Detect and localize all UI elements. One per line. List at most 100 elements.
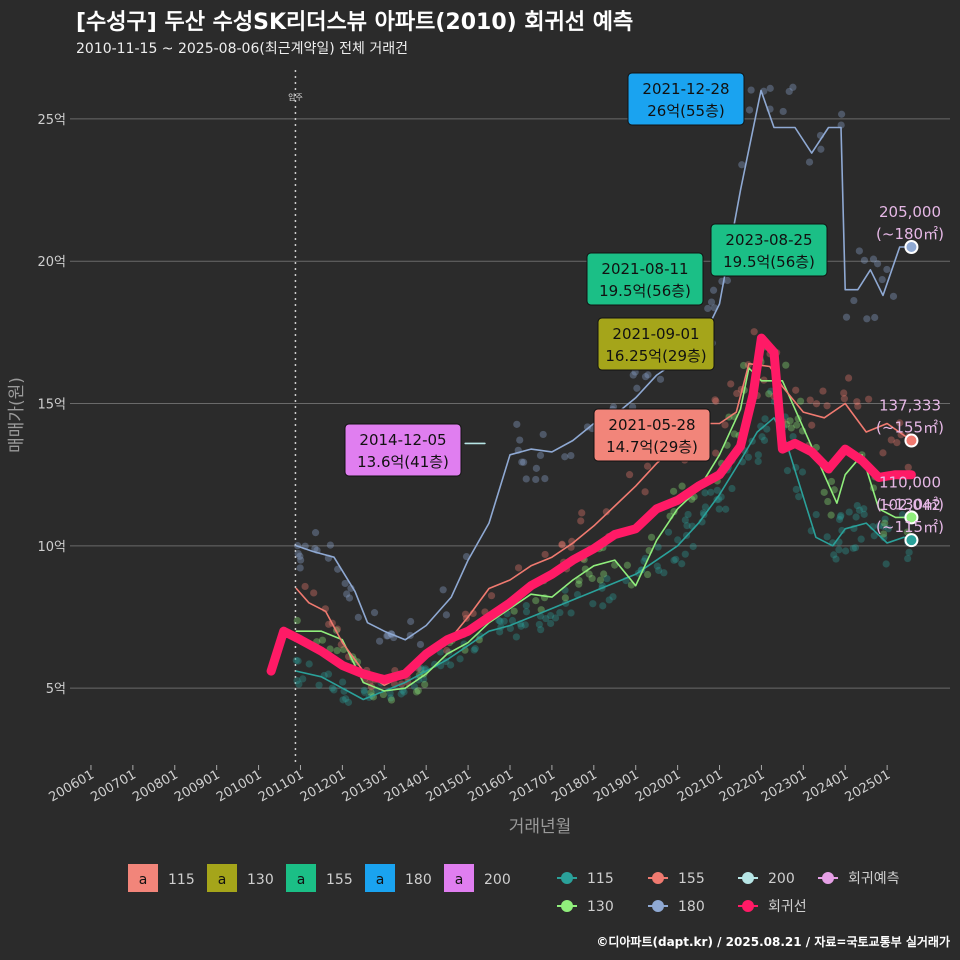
legend-text: 180 (405, 872, 432, 888)
scatter-point (602, 508, 610, 516)
y-axis-label: 매매가(원) (7, 377, 27, 453)
scatter-point (664, 528, 673, 536)
scatter-point (747, 86, 755, 94)
scatter-point (360, 686, 368, 695)
legend-text: 115 (168, 872, 195, 888)
scatter-point (712, 449, 720, 457)
annotation-value: 14.7억(29층) (606, 438, 698, 456)
scatter-point (339, 678, 347, 686)
x-tick-label: 200701 (88, 767, 138, 805)
scatter-point (855, 506, 864, 514)
scatter-point (678, 560, 686, 568)
scatter-point (416, 640, 425, 649)
scatter-point (512, 633, 520, 641)
x-tick-label: 202201 (717, 767, 767, 805)
scatter-point (397, 690, 405, 698)
scatter-point (643, 462, 652, 470)
scatter-point (884, 525, 892, 533)
scatter-point (625, 471, 634, 479)
annotation-value: 19.5억(56층) (723, 253, 815, 271)
legend-label-box (207, 864, 237, 892)
x-tick-label: 200801 (130, 767, 180, 805)
y-tick-label: 5억 (46, 682, 66, 697)
legend-marker (822, 872, 834, 884)
scatter-point (763, 425, 771, 433)
scatter-point (683, 522, 691, 530)
scatter-point (342, 695, 350, 703)
scatter-point (644, 371, 652, 379)
scatter-point (798, 468, 807, 476)
scatter-point (674, 536, 682, 544)
scatter-point (510, 607, 518, 615)
scatter-point (792, 386, 800, 394)
scatter-point (558, 541, 566, 549)
scatter-point (837, 511, 845, 520)
scatter-point (842, 313, 851, 321)
scatter-point (869, 255, 878, 263)
scatter-point (561, 453, 569, 461)
scatter-point (795, 493, 803, 501)
scatter-point (461, 610, 470, 618)
scatter-point (880, 530, 888, 538)
series-line (266, 333, 916, 685)
series-line (295, 362, 913, 687)
scatter-point (783, 467, 792, 475)
scatter-point (733, 389, 741, 398)
scatter-point (516, 436, 524, 444)
scatter-point (905, 548, 913, 556)
y-tick-label: 10억 (37, 540, 66, 555)
scatter-point (711, 396, 719, 404)
scatter-point (496, 628, 504, 636)
chart-subtitle: 2010-11-15 ~ 2025-08-06(최근계약일) 전체 거래건 (76, 41, 408, 57)
scatter-point (792, 485, 800, 493)
scatter-point (860, 510, 868, 518)
scatter-point (328, 684, 336, 692)
scatter-point (370, 609, 379, 617)
scatter-point (887, 436, 895, 444)
legend-marker (742, 872, 754, 884)
scatter-point (701, 489, 709, 497)
scatter-point (623, 561, 631, 569)
y-tick-label: 20억 (37, 255, 66, 270)
scatter-point (840, 389, 848, 397)
scatter-point (297, 556, 305, 564)
annotation-date: 2021-05-28 (608, 416, 695, 434)
legend-text: 115 (587, 871, 614, 887)
prediction-marker (904, 433, 919, 448)
scatter-points (292, 83, 913, 706)
prediction-value: 137,333 (879, 397, 941, 415)
legend-text: 180 (678, 899, 705, 915)
legend-glyph: a (139, 872, 148, 888)
scatter-point (766, 84, 774, 92)
annotation-box (710, 223, 828, 277)
annotation-box (593, 408, 711, 462)
scatter-point (721, 421, 729, 429)
annotation-value: 26억(55층) (647, 102, 724, 120)
prediction-area: (~115㎡) (876, 518, 944, 536)
scatter-point (439, 586, 447, 594)
scatter-point (855, 247, 863, 255)
scatter-point (578, 509, 586, 517)
scatter-point (836, 513, 845, 521)
scatter-point (767, 387, 775, 395)
scatter-point (407, 617, 415, 626)
scatter-point (299, 675, 307, 683)
scatter-point (344, 698, 353, 706)
scatter-point (375, 637, 384, 645)
scatter-point (345, 594, 354, 602)
scatter-point (850, 296, 858, 305)
scatter-point (495, 616, 503, 625)
scatter-point (296, 552, 304, 560)
scatter-point (875, 522, 883, 530)
scatter-point (583, 423, 592, 431)
scatter-point (881, 515, 889, 523)
legend-label-box (286, 864, 316, 892)
scatter-point (296, 564, 304, 572)
scatter-point (845, 508, 853, 516)
scatter-point (447, 661, 455, 669)
x-tick-label: 202301 (759, 767, 809, 805)
scatter-point (575, 580, 583, 588)
scatter-point (707, 298, 716, 306)
scatter-point (808, 421, 816, 429)
